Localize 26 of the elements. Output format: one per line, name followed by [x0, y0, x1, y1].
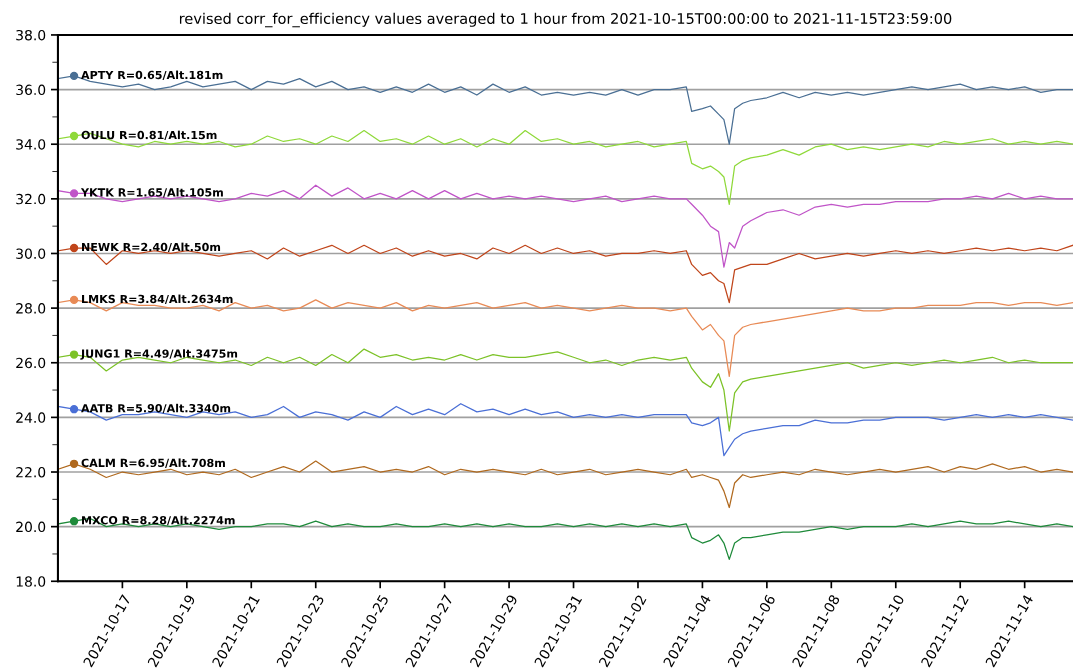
y-tick-label: 28.0 [16, 303, 46, 314]
line-series [57, 403, 1073, 457]
line-series [57, 184, 1073, 268]
y-tick-label: 30.0 [16, 248, 46, 259]
series-label: YKTK R=1.65/Alt.105m [80, 188, 223, 198]
series-label: JUNG1 R=4.49/Alt.3475m [80, 349, 238, 360]
y-tick-label: 36.0 [16, 84, 46, 96]
y-tick-label: 22.0 [16, 466, 46, 478]
y-tick-label: 32.0 [16, 193, 46, 205]
series-label: AATB R=5.90/Alt.3340m [81, 403, 231, 414]
line-series [57, 459, 1073, 509]
line-series [57, 517, 1073, 561]
y-tick-label: 24.0 [16, 412, 46, 423]
y-tick-label: 18.0 [16, 576, 46, 587]
y-tick-label: 20.0 [16, 521, 46, 533]
line-series [57, 348, 1073, 432]
series-label: NEWK R=2.40/Alt.50m [82, 242, 221, 253]
series-label: APTY R=0.65/Alt.181m [81, 70, 223, 81]
line-series [57, 243, 1073, 304]
y-tick-label: 26.0 [16, 357, 46, 369]
line-series [57, 129, 1073, 205]
y-tick-label: 34.0 [16, 139, 46, 150]
series-label: CALM R=6.95/Alt.708m [81, 458, 225, 468]
y-tick-label: 38.0 [16, 29, 46, 41]
series-label: LMKS R=3.84/Alt.2634m [82, 294, 233, 305]
chart-title: revised corr_for_efficiency values averaged to 1 hour from 2021-10-15T00:00:00 to 2021-11-15T23:59:00 [179, 12, 952, 28]
